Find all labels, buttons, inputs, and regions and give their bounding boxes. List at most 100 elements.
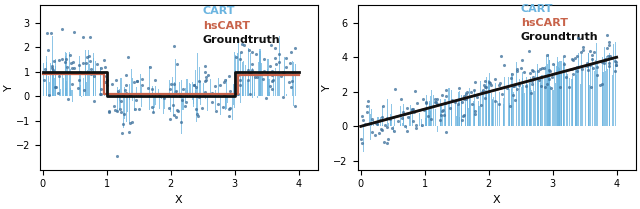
Bar xyxy=(193,96,194,107)
Point xyxy=(497,92,507,96)
Bar xyxy=(465,92,466,126)
Point xyxy=(127,120,138,124)
Point xyxy=(379,140,389,144)
Point xyxy=(358,119,368,122)
Point xyxy=(137,77,147,80)
Bar xyxy=(118,92,119,96)
Point xyxy=(461,97,471,100)
Bar xyxy=(173,96,175,116)
Bar xyxy=(169,80,170,96)
Point xyxy=(203,73,213,76)
Point xyxy=(461,92,471,95)
Point xyxy=(602,33,612,37)
Point xyxy=(164,106,174,110)
Bar xyxy=(489,73,490,126)
Point xyxy=(165,88,175,91)
Point xyxy=(270,56,280,60)
Point xyxy=(452,102,463,106)
Bar xyxy=(52,68,54,96)
Point xyxy=(467,91,477,94)
Point xyxy=(568,72,579,76)
Point xyxy=(100,65,110,69)
Point xyxy=(68,31,79,34)
Point xyxy=(285,61,295,65)
Point xyxy=(46,31,56,34)
Bar xyxy=(196,96,197,122)
Bar xyxy=(426,95,428,126)
Point xyxy=(479,86,490,89)
Point xyxy=(357,141,367,145)
Bar xyxy=(458,117,460,126)
Bar xyxy=(520,87,522,126)
Point xyxy=(164,117,175,121)
Point xyxy=(117,132,127,135)
Bar xyxy=(104,81,106,96)
Point xyxy=(438,108,448,112)
Bar xyxy=(419,113,420,126)
Point xyxy=(527,68,538,72)
Point xyxy=(47,67,57,70)
Point xyxy=(147,105,157,109)
Point xyxy=(235,79,245,82)
Point xyxy=(508,93,518,97)
Point xyxy=(58,71,68,74)
Bar xyxy=(575,71,576,126)
Point xyxy=(501,86,511,89)
Bar xyxy=(525,83,527,126)
Point xyxy=(421,102,431,105)
Point xyxy=(484,82,495,85)
Bar xyxy=(545,66,546,126)
Point xyxy=(79,89,89,92)
Point xyxy=(102,83,112,86)
Bar xyxy=(428,108,429,126)
Bar xyxy=(588,59,589,126)
Point xyxy=(189,83,200,86)
Bar xyxy=(406,126,407,129)
Bar xyxy=(100,66,101,96)
Bar xyxy=(590,65,591,126)
Bar xyxy=(557,61,558,126)
Point xyxy=(432,97,442,101)
Bar xyxy=(372,120,374,126)
Bar xyxy=(292,62,294,96)
Point xyxy=(258,77,268,80)
Bar xyxy=(509,103,510,126)
Point xyxy=(440,94,451,97)
Point xyxy=(244,93,255,96)
Bar xyxy=(461,95,462,126)
Bar xyxy=(163,96,164,114)
Point xyxy=(575,50,586,53)
Point xyxy=(440,102,450,105)
Point xyxy=(244,71,255,75)
Point xyxy=(121,91,131,94)
Bar xyxy=(55,59,56,96)
Bar xyxy=(534,92,535,126)
Point xyxy=(420,101,431,104)
Point xyxy=(259,69,269,72)
Point xyxy=(134,107,144,110)
Point xyxy=(592,74,602,77)
Point xyxy=(224,114,234,117)
Point xyxy=(600,57,610,61)
Point xyxy=(116,99,126,102)
Point xyxy=(567,58,577,61)
Point xyxy=(246,50,257,53)
Point xyxy=(195,96,205,99)
Bar xyxy=(93,80,94,96)
Point xyxy=(236,57,246,61)
Point xyxy=(145,65,155,69)
Point xyxy=(84,55,95,58)
Point xyxy=(606,56,616,60)
Point xyxy=(470,80,480,83)
Point xyxy=(231,56,241,59)
Point xyxy=(460,97,470,101)
Bar xyxy=(531,90,532,126)
Point xyxy=(107,82,117,86)
Bar xyxy=(566,72,567,126)
Bar xyxy=(390,117,391,126)
Point xyxy=(267,70,277,73)
Bar xyxy=(484,90,486,126)
Bar xyxy=(544,78,545,126)
Point xyxy=(279,73,289,76)
Point xyxy=(52,92,63,95)
